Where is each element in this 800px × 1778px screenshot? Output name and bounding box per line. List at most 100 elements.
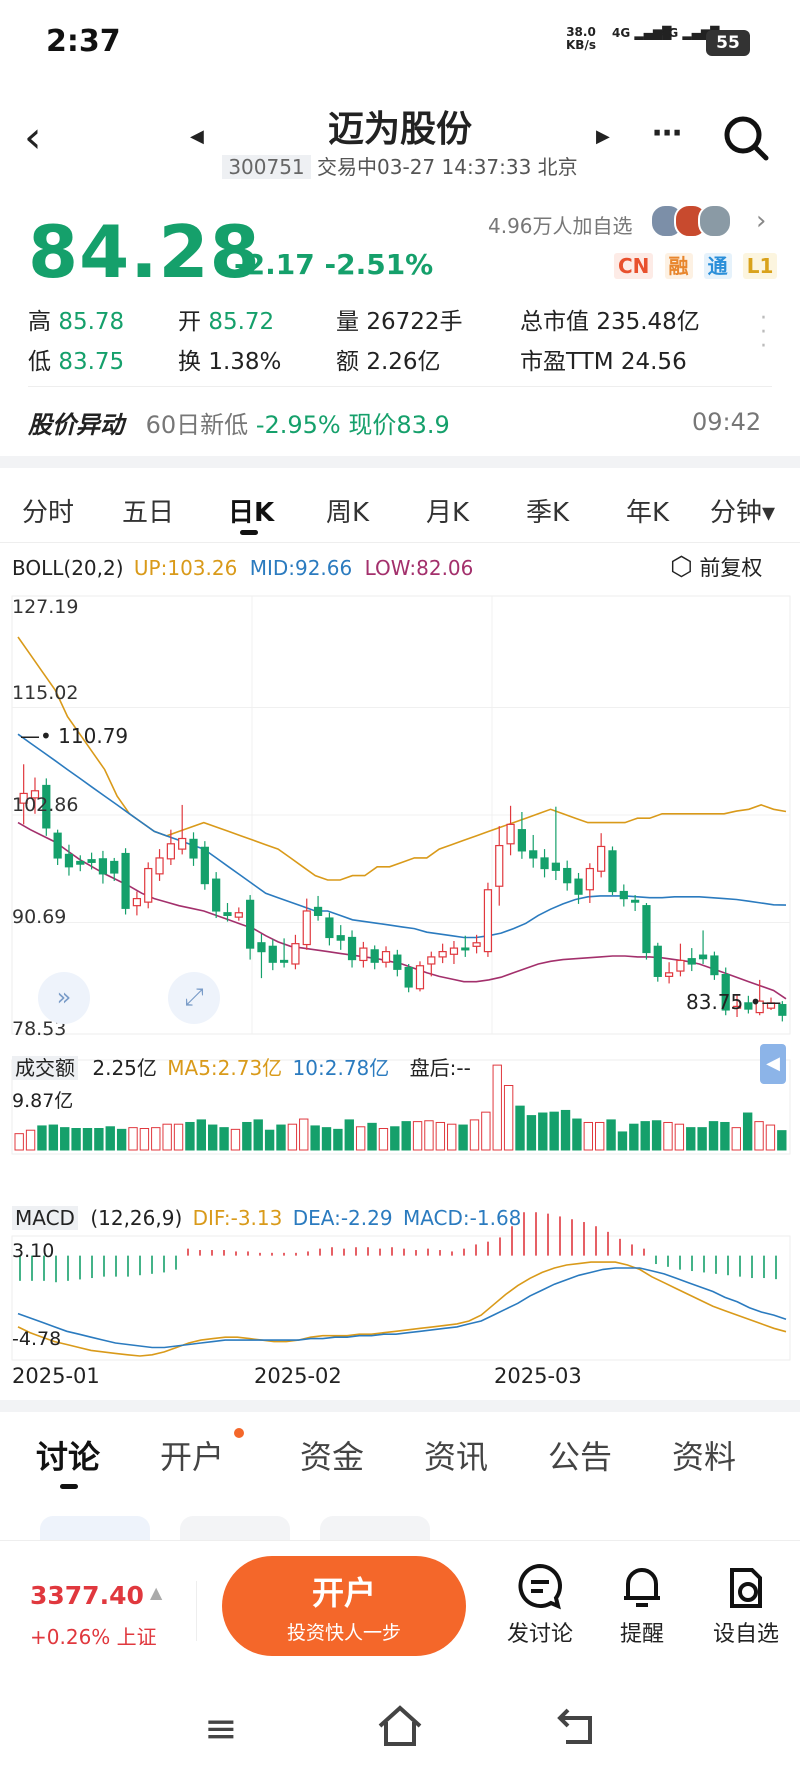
price-change: -2.17 -2.51% bbox=[234, 248, 434, 281]
stat-pe: 市盈TTM 24.56 bbox=[520, 349, 687, 375]
divider-band bbox=[0, 456, 800, 468]
volume-bar bbox=[708, 1121, 719, 1151]
candle-body bbox=[551, 862, 560, 871]
follower-avatars[interactable] bbox=[650, 204, 732, 242]
tab-quarterly-k[interactable]: 季K bbox=[526, 498, 570, 528]
next-stock-icon[interactable]: ▶ bbox=[596, 126, 610, 147]
signal-icon-1: 4G ▂▄▆█ bbox=[612, 26, 672, 40]
adjust-toggle[interactable]: ⬡ 前复权 bbox=[670, 552, 763, 582]
search-icon[interactable] bbox=[722, 114, 770, 166]
tag-margin[interactable]: 融 bbox=[664, 253, 693, 279]
tag-cn[interactable]: CN bbox=[614, 253, 654, 279]
volume-bar bbox=[310, 1125, 320, 1151]
price-alert[interactable]: 股价异动 60日新低 -2.95% 现价83.9 bbox=[28, 411, 450, 439]
stock-status: 300751 交易中03-27 14:37:33 北京 bbox=[0, 151, 800, 180]
volume-bar bbox=[37, 1125, 47, 1151]
tab-daily-k[interactable]: 日K bbox=[228, 498, 275, 528]
kline-chart[interactable] bbox=[0, 590, 800, 1480]
candle-body bbox=[30, 790, 40, 799]
candle-body bbox=[540, 857, 549, 870]
candle-body bbox=[291, 943, 300, 965]
filter-pill-2[interactable] bbox=[180, 1516, 290, 1542]
expand-dots-icon[interactable]: · · · bbox=[760, 306, 767, 359]
tab-intraday[interactable]: 分时 bbox=[22, 498, 75, 528]
candle-body bbox=[461, 947, 470, 951]
chevron-right-icon[interactable]: › bbox=[756, 206, 767, 236]
prev-stock-icon[interactable]: ◀ bbox=[190, 126, 204, 147]
tab-weekly-k[interactable]: 周K bbox=[326, 498, 370, 528]
tab-minute[interactable]: 分钟▾ bbox=[710, 498, 776, 528]
tab-discussion[interactable]: 讨论 bbox=[36, 1438, 101, 1476]
scroll-forward-icon[interactable]: » bbox=[38, 972, 90, 1024]
axis-label-1: 127.19 bbox=[12, 596, 79, 618]
current-price: 84.28 bbox=[28, 210, 261, 294]
volume-bar bbox=[697, 1127, 707, 1151]
candle-body bbox=[732, 1005, 742, 1009]
candle-body bbox=[744, 1002, 753, 1010]
candle-body bbox=[347, 936, 357, 961]
fullscreen-icon[interactable]: ⤢ bbox=[168, 972, 220, 1024]
candle-body bbox=[359, 947, 368, 962]
date-label-2: 2025-02 bbox=[254, 1364, 342, 1388]
candle-body bbox=[472, 942, 481, 947]
candle-body bbox=[585, 867, 594, 891]
tab-yearly-k[interactable]: 年K bbox=[626, 498, 670, 528]
candle-body bbox=[64, 853, 74, 868]
tab-profile[interactable]: 资料 bbox=[672, 1438, 737, 1476]
divider bbox=[0, 542, 800, 543]
candle-body bbox=[529, 850, 538, 859]
tab-monthly-k[interactable]: 月K bbox=[426, 498, 470, 528]
tag-l1[interactable]: L1 bbox=[742, 253, 778, 279]
back-nav-icon[interactable] bbox=[556, 1704, 600, 1752]
candle-body bbox=[574, 878, 583, 895]
volume-bar bbox=[526, 1115, 537, 1151]
filter-pill-1[interactable] bbox=[40, 1516, 150, 1542]
active-tab-indicator bbox=[60, 1484, 78, 1489]
stat-low: 低 83.75 bbox=[28, 349, 125, 375]
volume-bar bbox=[276, 1124, 286, 1151]
tab-5day[interactable]: 五日 bbox=[122, 498, 175, 528]
candle-body bbox=[619, 890, 628, 900]
candle-body bbox=[495, 844, 504, 887]
volume-bar bbox=[139, 1128, 150, 1151]
reminder-button[interactable]: 提醒 bbox=[602, 1562, 682, 1648]
candle-body bbox=[676, 959, 685, 972]
volume-axis-top: 9.87亿 bbox=[12, 1090, 74, 1112]
volume-bar bbox=[412, 1121, 423, 1151]
volume-bar bbox=[686, 1127, 696, 1151]
candle-body bbox=[506, 823, 515, 845]
stock-name: 迈为股份 bbox=[327, 109, 472, 150]
open-account-button[interactable]: 开户 投资快人一步 bbox=[222, 1556, 466, 1656]
menu-icon[interactable]: ≡ bbox=[204, 1706, 238, 1752]
volume-bar bbox=[754, 1121, 764, 1151]
tab-funds[interactable]: 资金 bbox=[300, 1438, 365, 1476]
volume-bar bbox=[390, 1126, 400, 1151]
home-icon[interactable] bbox=[376, 1704, 424, 1752]
tag-row: CN 融 通 L1 bbox=[614, 250, 778, 279]
candle-body bbox=[302, 910, 311, 946]
volume-bar bbox=[595, 1121, 605, 1151]
more-icon[interactable]: ⋯ bbox=[652, 116, 682, 151]
candle-body bbox=[698, 954, 708, 960]
candle-body bbox=[370, 949, 379, 963]
followers-count[interactable]: 4.96万人加自选 bbox=[488, 214, 633, 238]
volume-bar bbox=[640, 1121, 650, 1151]
tab-announcements[interactable]: 公告 bbox=[548, 1438, 613, 1476]
post-discussion-button[interactable]: 发讨论 bbox=[500, 1562, 580, 1648]
tab-open-account[interactable]: 开户 bbox=[160, 1438, 225, 1476]
status-bar: 2:37 38.0 KB/s 4G ▂▄▆█ 4G ▂▄▆█ 55 bbox=[0, 0, 800, 80]
macd-axis-top: 3.10 bbox=[12, 1240, 55, 1262]
tag-connect[interactable]: 通 bbox=[703, 253, 732, 279]
index-value[interactable]: 3377.40 bbox=[30, 1581, 144, 1610]
watchlist-settings-button[interactable]: 设自选 bbox=[704, 1562, 788, 1648]
candle-body bbox=[166, 843, 175, 860]
filter-pill-3[interactable] bbox=[320, 1516, 430, 1542]
collapse-panel-icon[interactable]: ◀ bbox=[760, 1044, 786, 1084]
candle-body bbox=[778, 1004, 787, 1016]
stat-amount: 额 2.26亿 bbox=[336, 349, 441, 375]
back-icon[interactable]: ‹ bbox=[24, 112, 42, 163]
tab-news[interactable]: 资讯 bbox=[424, 1438, 489, 1476]
axis-label-5: 78.53 bbox=[12, 1018, 67, 1040]
stat-open: 开 85.72 bbox=[178, 309, 275, 335]
divider bbox=[28, 386, 772, 387]
